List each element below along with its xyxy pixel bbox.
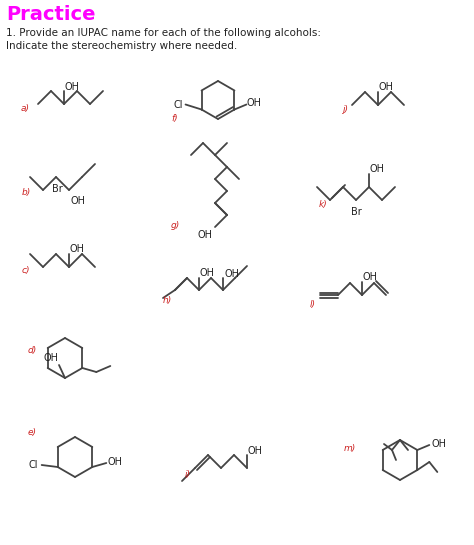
Text: a): a) <box>20 104 29 112</box>
Text: OH: OH <box>108 457 123 467</box>
Text: OH: OH <box>363 272 377 282</box>
Text: OH: OH <box>432 439 447 449</box>
Text: Cl: Cl <box>174 100 183 110</box>
Text: j): j) <box>342 105 348 113</box>
Text: g): g) <box>170 221 180 229</box>
Text: Br: Br <box>52 184 63 194</box>
Text: OH: OH <box>225 269 239 279</box>
Text: OH: OH <box>247 446 263 456</box>
Text: Indicate the stereochemistry where needed.: Indicate the stereochemistry where neede… <box>6 41 237 51</box>
Text: OH: OH <box>370 164 384 174</box>
Text: OH: OH <box>198 230 212 240</box>
Text: b): b) <box>21 189 31 197</box>
Text: k): k) <box>319 201 328 209</box>
Text: OH: OH <box>44 353 58 363</box>
Text: OH: OH <box>71 196 85 206</box>
Text: l): l) <box>310 300 316 310</box>
Text: 1. Provide an IUPAC name for each of the following alcohols:: 1. Provide an IUPAC name for each of the… <box>6 28 321 38</box>
Text: c): c) <box>22 265 30 275</box>
Text: Practice: Practice <box>6 5 95 25</box>
Text: f): f) <box>172 113 178 123</box>
Text: i): i) <box>185 470 191 480</box>
Text: OH: OH <box>200 268 215 278</box>
Text: e): e) <box>27 427 36 437</box>
Text: Cl: Cl <box>29 460 38 470</box>
Text: OH: OH <box>247 99 262 108</box>
Text: h): h) <box>163 295 172 305</box>
Text: Br: Br <box>351 207 361 217</box>
Text: OH: OH <box>70 244 84 254</box>
Text: OH: OH <box>379 82 393 92</box>
Text: OH: OH <box>64 82 80 92</box>
Text: m): m) <box>344 444 356 452</box>
Text: d): d) <box>27 346 36 354</box>
